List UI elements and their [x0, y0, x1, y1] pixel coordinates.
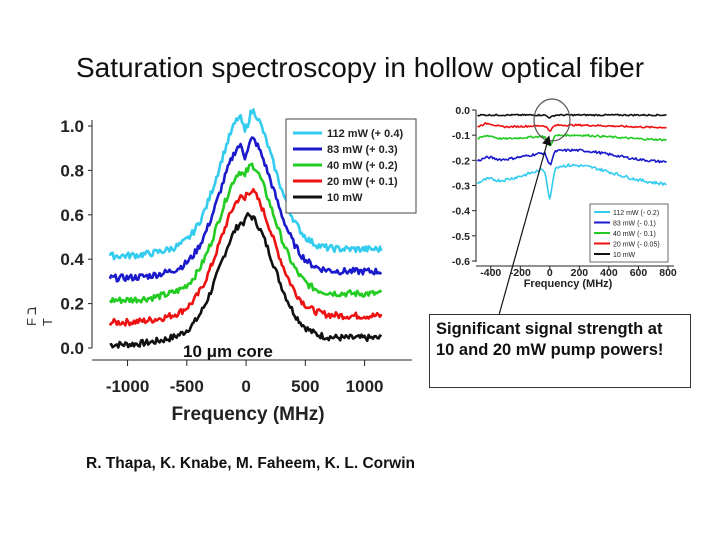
left-legend-label: 20 mW (+ 0.1) — [327, 176, 398, 188]
authors: R. Thapa, K. Knabe, M. Faheem, K. L. Cor… — [86, 455, 415, 472]
right-x-tick-label: 800 — [659, 267, 677, 279]
right-x-tick-label: 600 — [630, 267, 648, 279]
left-legend-label: 40 mW (+ 0.2) — [327, 160, 398, 172]
left-legend-label: 112 mW (+ 0.4) — [327, 128, 403, 140]
right-series-line — [476, 148, 667, 166]
callout-box: Significant signal strength at 10 and 20… — [429, 314, 691, 388]
left-y-label-glyph: T — [40, 318, 55, 326]
left-y-tick-label: 0.0 — [60, 339, 84, 358]
right-series-line — [476, 163, 667, 200]
left-y-tick-label: 0.6 — [60, 206, 84, 225]
right-x-tick-label: 0 — [547, 267, 553, 279]
right-x-tick-label: 400 — [600, 267, 618, 279]
right-x-label: Frequency (MHz) — [524, 278, 613, 290]
left-series-line — [108, 136, 383, 283]
right-legend-label: 40 mW (- 0.1) — [613, 231, 656, 238]
left-y-label-glyph: ב — [23, 307, 39, 315]
left-legend-label: 10 mW — [327, 192, 363, 204]
right-chart: 0.0 -0.1 -0.2 -0.3 -0.4 -0.5 -0.6 -400 -200 0 200… — [452, 98, 677, 290]
left-x-tick-label: 0 — [241, 377, 250, 396]
left-x-label: Frequency (MHz) — [171, 404, 324, 425]
left-x-tick-label: -1000 — [106, 377, 149, 396]
left-legend-label: 83 mW (+ 0.3) — [327, 144, 398, 156]
right-x-tick-label: -400 — [480, 267, 501, 279]
right-legend-label: 10 mW — [613, 252, 636, 259]
left-y-tick-label: 0.2 — [60, 295, 84, 314]
right-legend-label: 20 mW (- 0.05) — [613, 242, 660, 249]
right-y-tick-label: -0.6 — [452, 256, 470, 268]
core-label: 10 μm core — [183, 342, 273, 361]
right-legend-label: 83 mW (- 0.1) — [613, 221, 656, 228]
right-series-line — [477, 133, 667, 147]
left-x-tick-label: 500 — [291, 377, 319, 396]
right-y-tick-label: -0.5 — [452, 231, 470, 243]
right-y-tick-label: -0.1 — [452, 130, 470, 142]
slide-title: Saturation spectroscopy in hollow optica… — [75, 52, 645, 83]
right-x-tick-label: 200 — [571, 267, 589, 279]
left-series-line — [108, 188, 383, 327]
left-y-tick-label: 1.0 — [60, 117, 84, 136]
right-y-tick-label: 0.0 — [455, 105, 470, 117]
right-series-line — [477, 113, 667, 119]
right-legend-label: 112 mW (- 0.2) — [613, 210, 659, 217]
left-y-tick-label: 0.4 — [60, 250, 84, 269]
left-chart: 0.0 0.2 0.4 0.6 0.8 1.0 -1000 -500 0 500 1000 Fre… — [23, 108, 417, 425]
right-y-tick-label: -0.3 — [452, 181, 470, 193]
left-series-line — [108, 108, 383, 261]
right-y-tick-label: -0.2 — [452, 155, 470, 167]
left-series-line — [109, 212, 383, 349]
highlight-circle — [533, 98, 571, 142]
left-x-tick-label: 1000 — [346, 377, 384, 396]
left-y-label-glyph: F — [24, 318, 39, 326]
left-series-line — [108, 162, 383, 304]
right-series-line — [477, 122, 667, 132]
arrow-to-dip — [496, 135, 552, 323]
left-y-tick-label: 0.8 — [60, 161, 84, 180]
right-x-tick-label: -200 — [510, 267, 531, 279]
right-y-tick-label: -0.4 — [452, 206, 470, 218]
left-x-tick-label: -500 — [170, 377, 204, 396]
